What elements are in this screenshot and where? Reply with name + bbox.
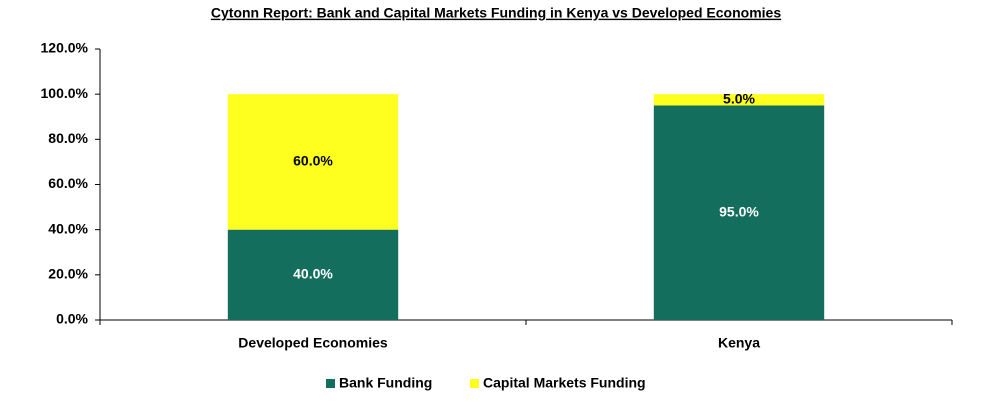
- y-tick-label: 0.0%: [56, 311, 88, 327]
- data-label: 40.0%: [293, 266, 333, 282]
- legend-swatch: [470, 379, 479, 388]
- y-tick-label: 120.0%: [41, 40, 89, 56]
- x-tick-label: Kenya: [718, 335, 760, 351]
- y-tick-label: 100.0%: [41, 85, 89, 101]
- legend-label: Capital Markets Funding: [483, 375, 646, 391]
- x-tick-label: Developed Economies: [238, 335, 388, 351]
- bar-segment: [653, 105, 825, 320]
- bar-segment: [653, 94, 825, 106]
- chart-title: Cytonn Report: Bank and Capital Markets …: [211, 5, 781, 21]
- data-label: 95.0%: [719, 203, 759, 219]
- data-label: 60.0%: [293, 153, 333, 169]
- bar-segment: [227, 229, 399, 320]
- y-tick-label: 60.0%: [48, 175, 88, 191]
- bar-segment: [227, 94, 399, 230]
- y-tick-label: 40.0%: [48, 220, 88, 236]
- legend-swatch: [326, 379, 335, 388]
- y-tick-label: 20.0%: [48, 266, 88, 282]
- data-label: 5.0%: [723, 91, 755, 107]
- y-tick-label: 80.0%: [48, 130, 88, 146]
- legend-label: Bank Funding: [339, 375, 432, 391]
